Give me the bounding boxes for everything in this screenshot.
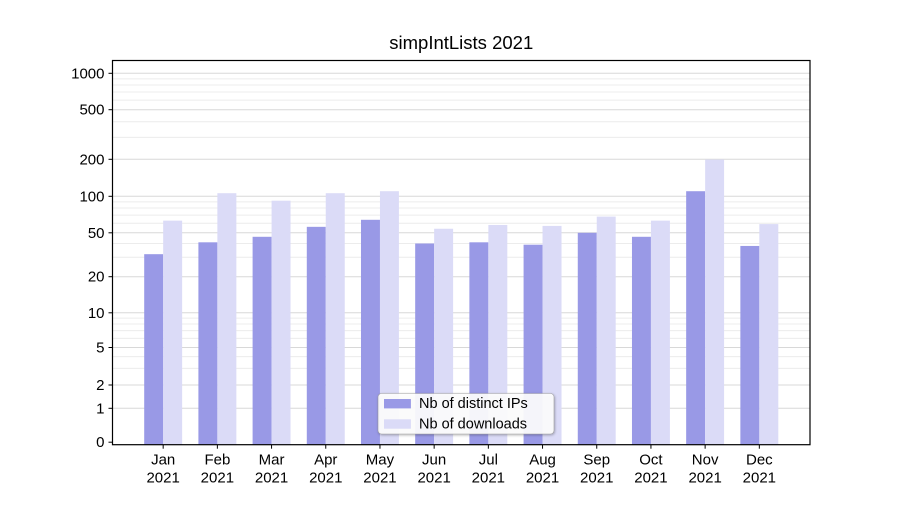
svg-text:2021: 2021 bbox=[526, 470, 559, 487]
svg-text:2021: 2021 bbox=[634, 470, 667, 487]
svg-text:2021: 2021 bbox=[580, 470, 613, 487]
svg-text:Sep: Sep bbox=[583, 452, 610, 469]
svg-text:20: 20 bbox=[88, 269, 105, 286]
svg-text:2: 2 bbox=[96, 377, 104, 394]
svg-text:2021: 2021 bbox=[309, 470, 342, 487]
svg-text:2021: 2021 bbox=[255, 470, 288, 487]
svg-text:2021: 2021 bbox=[363, 470, 396, 487]
svg-text:2021: 2021 bbox=[743, 470, 776, 487]
svg-text:2021: 2021 bbox=[472, 470, 505, 487]
svg-text:2021: 2021 bbox=[417, 470, 450, 487]
svg-text:Jul: Jul bbox=[479, 452, 498, 469]
svg-text:Nb of downloads: Nb of downloads bbox=[419, 416, 527, 432]
svg-text:0: 0 bbox=[96, 434, 104, 451]
svg-text:200: 200 bbox=[79, 151, 104, 168]
svg-text:Apr: Apr bbox=[314, 452, 337, 469]
svg-text:Aug: Aug bbox=[529, 452, 556, 469]
svg-text:50: 50 bbox=[88, 225, 105, 242]
svg-text:2021: 2021 bbox=[146, 470, 179, 487]
svg-text:Jan: Jan bbox=[151, 452, 175, 469]
svg-text:5: 5 bbox=[96, 340, 104, 357]
svg-text:Dec: Dec bbox=[746, 452, 773, 469]
svg-text:10: 10 bbox=[88, 305, 105, 322]
svg-text:Feb: Feb bbox=[204, 452, 230, 469]
svg-text:500: 500 bbox=[79, 102, 104, 119]
svg-text:simpIntLists 2021: simpIntLists 2021 bbox=[389, 32, 533, 53]
svg-text:May: May bbox=[366, 452, 395, 469]
svg-text:Nb of distinct IPs: Nb of distinct IPs bbox=[419, 396, 528, 412]
svg-text:1000: 1000 bbox=[71, 65, 104, 82]
svg-text:Oct: Oct bbox=[639, 452, 663, 469]
svg-text:1: 1 bbox=[96, 400, 104, 417]
svg-text:Mar: Mar bbox=[259, 452, 285, 469]
svg-text:2021: 2021 bbox=[688, 470, 721, 487]
svg-text:100: 100 bbox=[79, 188, 104, 205]
svg-text:Jun: Jun bbox=[422, 452, 446, 469]
svg-text:2021: 2021 bbox=[201, 470, 234, 487]
svg-text:Nov: Nov bbox=[692, 452, 719, 469]
